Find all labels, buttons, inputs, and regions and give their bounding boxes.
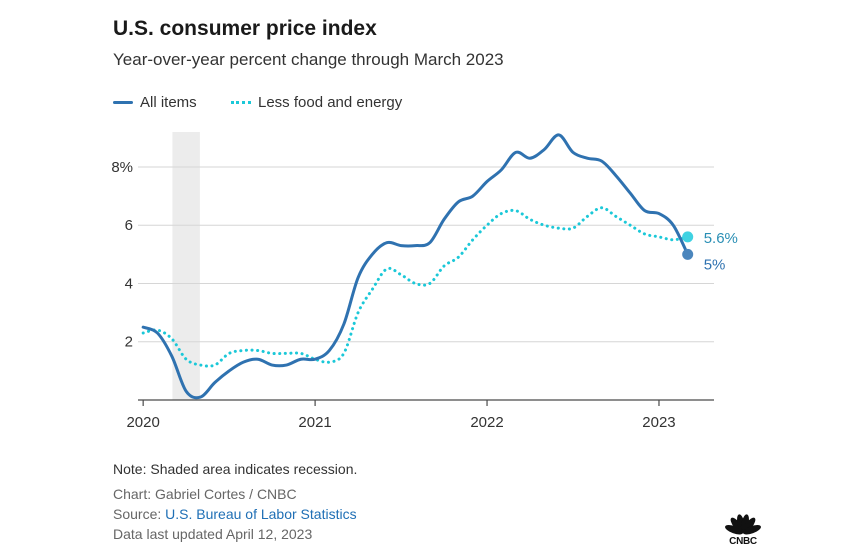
- legend-item-less-food-energy: Less food and energy: [231, 94, 402, 111]
- x-tick-label-1: 2021: [298, 414, 331, 431]
- y-tick-label-2: 4: [125, 275, 133, 292]
- cnbc-logo-text: CNBC: [729, 536, 757, 547]
- source-link[interactable]: U.S. Bureau of Labor Statistics: [165, 506, 357, 522]
- end-label-all-items: 5%: [704, 256, 726, 273]
- end-marker-less-food-energy: [682, 231, 694, 243]
- x-tick-label-0: 2020: [126, 414, 159, 431]
- end-marker-all-items: [682, 248, 694, 260]
- chart-title: U.S. consumer price index: [113, 17, 377, 40]
- end-label-less-food-energy: 5.6%: [704, 230, 738, 247]
- legend-label-less-food-energy: Less food and energy: [258, 94, 403, 111]
- legend-item-all-items: All items: [113, 94, 197, 111]
- legend-swatch-all-items: [113, 101, 133, 104]
- series-line-all-items: [141, 133, 690, 400]
- peacock-feather-5: [742, 525, 761, 535]
- source-prefix: Source:: [113, 506, 166, 522]
- chart-credit: Chart: Gabriel Cortes / CNBC: [113, 486, 297, 502]
- cnbc-logo: CNBC: [720, 506, 766, 550]
- y-tick-label-3: 2: [125, 334, 133, 351]
- last-updated: Data last updated April 12, 2023: [113, 526, 313, 542]
- nbc-peacock-icon: [725, 514, 761, 535]
- legend-swatch-less-food-energy: [231, 101, 251, 104]
- x-tick-label-2: 2022: [470, 414, 503, 431]
- source-line: Source: U.S. Bureau of Labor Statistics: [113, 506, 357, 522]
- cpi-line-chart: 8% 6 4 2 2020 2021 2022 2023 5% 5.6%: [111, 132, 738, 431]
- legend-label-all-items: All items: [140, 94, 197, 111]
- series-line-less-food-energy: [141, 206, 690, 368]
- y-tick-label-0: 8%: [111, 159, 133, 176]
- recession-shade: [172, 132, 200, 400]
- recession-note: Note: Shaded area indicates recession.: [113, 461, 358, 477]
- peacock-feather-0: [725, 525, 744, 535]
- y-tick-label-1: 6: [125, 217, 133, 234]
- x-tick-label-3: 2023: [642, 414, 675, 431]
- chart-subtitle: Year-over-year percent change through Ma…: [113, 50, 504, 69]
